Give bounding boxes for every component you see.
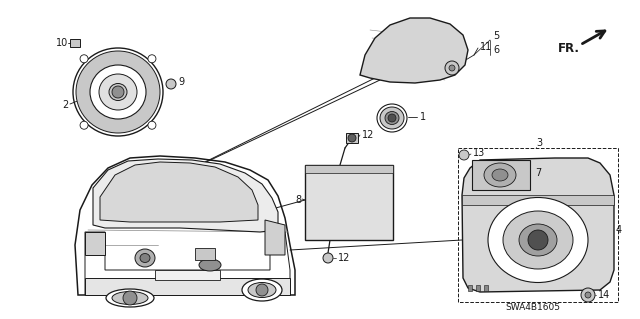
Ellipse shape (385, 112, 399, 124)
Circle shape (256, 284, 268, 296)
Text: SWA4B1605: SWA4B1605 (505, 303, 560, 313)
Text: 9: 9 (178, 77, 184, 87)
Polygon shape (265, 220, 285, 255)
Polygon shape (472, 160, 530, 190)
Polygon shape (93, 159, 278, 232)
Polygon shape (85, 232, 105, 255)
Polygon shape (484, 285, 488, 291)
Text: 7: 7 (535, 168, 541, 178)
Text: 14: 14 (598, 290, 611, 300)
Text: 12: 12 (338, 253, 350, 263)
Ellipse shape (242, 279, 282, 301)
Circle shape (581, 288, 595, 302)
Polygon shape (195, 248, 215, 260)
Polygon shape (462, 158, 614, 292)
Text: 8: 8 (295, 195, 301, 205)
Circle shape (323, 253, 333, 263)
Ellipse shape (109, 84, 127, 100)
Polygon shape (346, 133, 358, 143)
Circle shape (459, 150, 469, 160)
Circle shape (148, 121, 156, 129)
Ellipse shape (377, 104, 407, 132)
Text: 6: 6 (493, 45, 499, 55)
Ellipse shape (380, 107, 404, 129)
Ellipse shape (503, 211, 573, 269)
Polygon shape (462, 195, 614, 205)
Text: 5: 5 (493, 31, 499, 41)
Circle shape (112, 86, 124, 98)
Circle shape (585, 292, 591, 298)
Polygon shape (305, 165, 393, 240)
Ellipse shape (199, 259, 221, 271)
Polygon shape (100, 162, 258, 222)
Circle shape (80, 55, 88, 63)
Circle shape (166, 79, 176, 89)
Circle shape (388, 114, 396, 122)
Text: 10: 10 (56, 38, 68, 48)
Ellipse shape (99, 74, 137, 110)
Ellipse shape (112, 292, 148, 305)
Ellipse shape (492, 169, 508, 181)
Text: 4: 4 (616, 225, 622, 235)
Polygon shape (85, 232, 290, 295)
Polygon shape (85, 278, 290, 295)
Text: 1: 1 (420, 112, 426, 122)
Circle shape (348, 134, 356, 142)
Text: FR.: FR. (558, 41, 580, 55)
Circle shape (123, 291, 137, 305)
Ellipse shape (135, 249, 155, 267)
Ellipse shape (519, 224, 557, 256)
Text: 11: 11 (480, 42, 492, 52)
Polygon shape (155, 270, 220, 280)
Polygon shape (305, 165, 393, 173)
Text: 13: 13 (473, 148, 485, 158)
Polygon shape (476, 285, 480, 291)
Text: 3: 3 (536, 138, 542, 148)
Circle shape (80, 121, 88, 129)
Circle shape (449, 65, 455, 71)
Ellipse shape (140, 254, 150, 263)
Ellipse shape (488, 197, 588, 283)
Ellipse shape (106, 289, 154, 307)
Circle shape (445, 61, 459, 75)
Text: 12: 12 (362, 130, 374, 140)
Circle shape (528, 230, 548, 250)
Circle shape (148, 55, 156, 63)
Ellipse shape (73, 48, 163, 136)
Polygon shape (458, 148, 618, 302)
Polygon shape (468, 285, 472, 291)
Polygon shape (360, 18, 468, 83)
Ellipse shape (76, 51, 160, 133)
Text: 2: 2 (62, 100, 68, 110)
Ellipse shape (484, 163, 516, 187)
Polygon shape (70, 39, 80, 47)
Ellipse shape (248, 283, 276, 298)
Ellipse shape (90, 65, 146, 119)
Polygon shape (75, 156, 295, 295)
